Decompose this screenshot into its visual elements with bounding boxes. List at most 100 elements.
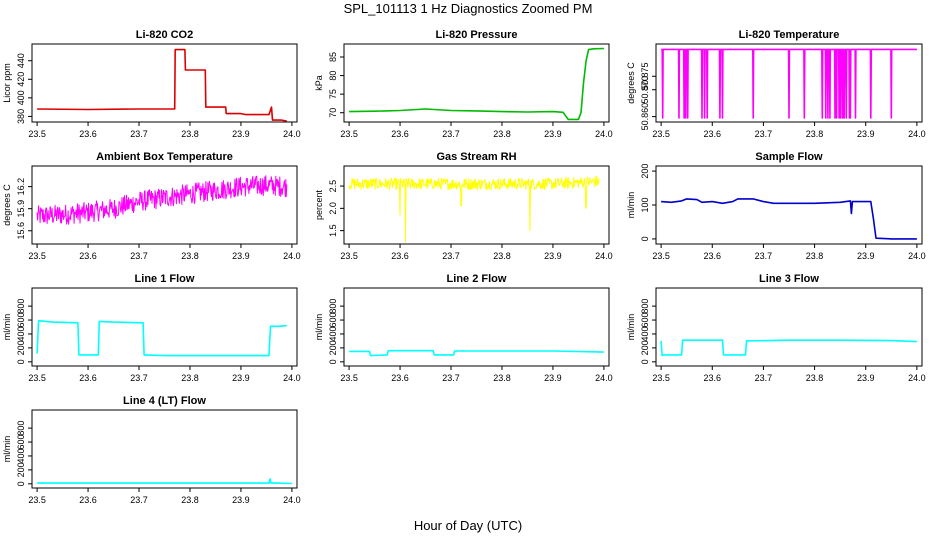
y-tick-label: 85 [328, 52, 338, 62]
x-tick-label: 23.6 [704, 129, 722, 139]
plot-frame [655, 43, 923, 123]
y-tick-label: 200 [640, 164, 650, 179]
x-tick-label: 23.5 [652, 373, 670, 383]
chart-panel-2: Li-820 Pressure 23.5 23.6 23.7 23.8 23.9 24.0 7… [314, 29, 613, 139]
y-tick-label: 15.9 [16, 200, 26, 218]
x-tick-label: 24.0 [283, 495, 301, 505]
series-group [661, 198, 917, 240]
y-tick-label: 440 [16, 53, 26, 68]
y-tick-label: 600 [16, 435, 26, 450]
y-tick-label: 420 [16, 72, 26, 87]
x-tick-label: 23.8 [806, 373, 824, 383]
y-tick-label: 800 [16, 299, 26, 314]
x-tick-label: 23.8 [493, 129, 511, 139]
plot-frame [343, 165, 610, 245]
y-tick-label: 70 [328, 108, 338, 118]
x-tick-label: 23.7 [442, 373, 460, 383]
series-line [37, 478, 292, 485]
x-tick-label: 23.7 [755, 251, 773, 261]
panel-title: Li-820 Temperature [739, 29, 840, 41]
x-tick-label: 23.9 [544, 251, 562, 261]
series-group [349, 349, 604, 357]
series-group [348, 176, 600, 243]
x-tick-label: 23.5 [28, 129, 46, 139]
panel-title: Line 1 Flow [135, 273, 195, 285]
series-line [36, 319, 287, 357]
y-tick-label: 50.860 [640, 103, 650, 131]
x-tick-label: 23.6 [391, 251, 409, 261]
y-tick-label: 15.6 [16, 222, 26, 240]
plot-frame [31, 43, 298, 123]
plot-frame [31, 287, 298, 367]
x-tick-label: 23.5 [340, 129, 358, 139]
x-tick-label: 23.9 [232, 495, 250, 505]
y-tick-label: 0 [328, 359, 338, 364]
x-tick-label: 24.0 [595, 129, 613, 139]
x-tick-label: 23.9 [857, 251, 875, 261]
series-group [661, 48, 917, 119]
x-tick-label: 23.6 [391, 373, 409, 383]
y-tick-label: 2.0 [328, 202, 338, 215]
x-tick-label: 23.8 [806, 129, 824, 139]
y-tick-label: 400 [16, 326, 26, 341]
figure-title: SPL_101113 1 Hz Diagnostics Zoomed PM [343, 1, 593, 16]
x-tick-label: 23.9 [232, 373, 250, 383]
panel-title: Line 4 (LT) Flow [123, 395, 206, 407]
chart-panel-6: Sample Flow 23.5 23.6 23.7 23.8 23.9 24.0 0 100 2… [626, 151, 926, 261]
series-group [37, 478, 292, 485]
panel-title: Li-820 Pressure [436, 29, 518, 41]
x-tick-label: 23.9 [232, 251, 250, 261]
x-tick-label: 23.7 [755, 129, 773, 139]
x-tick-label: 24.0 [908, 251, 926, 261]
y-axis-label: ml/min [2, 314, 12, 341]
y-tick-label: 100 [640, 197, 650, 212]
x-tick-label: 23.5 [652, 129, 670, 139]
series-line [661, 48, 917, 119]
series-line [36, 175, 288, 225]
y-tick-label: 200 [328, 340, 338, 355]
plot-frame [655, 287, 923, 367]
x-tick-label: 23.9 [857, 373, 875, 383]
y-tick-label: 16.2 [16, 178, 26, 196]
x-tick-label: 24.0 [283, 251, 301, 261]
y-axis-label: ml/min [626, 192, 636, 219]
y-tick-label: 400 [16, 90, 26, 105]
y-axis-label: kPa [314, 75, 324, 91]
y-tick-label: 75 [328, 89, 338, 99]
x-tick-label: 23.7 [442, 251, 460, 261]
x-tick-label: 23.5 [652, 251, 670, 261]
x-tick-label: 23.8 [181, 373, 199, 383]
y-tick-label: 50.875 [640, 63, 650, 91]
y-axis-label: degrees C [2, 184, 12, 226]
series-group [36, 175, 288, 225]
x-tick-label: 23.7 [442, 129, 460, 139]
y-axis-label: degrees C [626, 62, 636, 104]
x-tick-label: 23.7 [130, 251, 148, 261]
x-tick-label: 23.5 [28, 495, 46, 505]
x-tick-label: 23.9 [232, 129, 250, 139]
x-tick-label: 23.5 [28, 373, 46, 383]
series-line [349, 47, 604, 121]
chart-panel-9: Line 3 Flow 23.5 23.6 23.7 23.8 23.9 24.0 0 2004… [626, 273, 926, 383]
y-tick-label: 0 [640, 236, 650, 241]
y-tick-label: 600 [328, 313, 338, 328]
x-tick-label: 24.0 [595, 251, 613, 261]
x-tick-label: 24.0 [283, 373, 301, 383]
x-tick-label: 24.0 [595, 373, 613, 383]
x-tick-label: 23.9 [544, 129, 562, 139]
chart-panel-5: Gas Stream RH 23.5 23.6 23.7 23.8 23.9 24.0 1.5… [314, 151, 613, 261]
x-tick-label: 23.6 [79, 251, 97, 261]
x-tick-label: 23.6 [79, 129, 97, 139]
x-tick-label: 23.7 [130, 129, 148, 139]
x-tick-label: 23.9 [857, 129, 875, 139]
plot-frame [31, 165, 298, 245]
x-tick-label: 24.0 [908, 129, 926, 139]
y-tick-label: 200 [640, 340, 650, 355]
chart-panel-1: Li-820 CO2 23.5 23.6 23.7 23.8 23.9 24.0 380 400… [2, 29, 301, 139]
y-tick-label: 600 [640, 313, 650, 328]
y-tick-label: 80 [328, 71, 338, 81]
y-axis-label: ml/min [626, 314, 636, 341]
y-tick-label: 400 [16, 448, 26, 463]
x-tick-label: 23.6 [704, 251, 722, 261]
